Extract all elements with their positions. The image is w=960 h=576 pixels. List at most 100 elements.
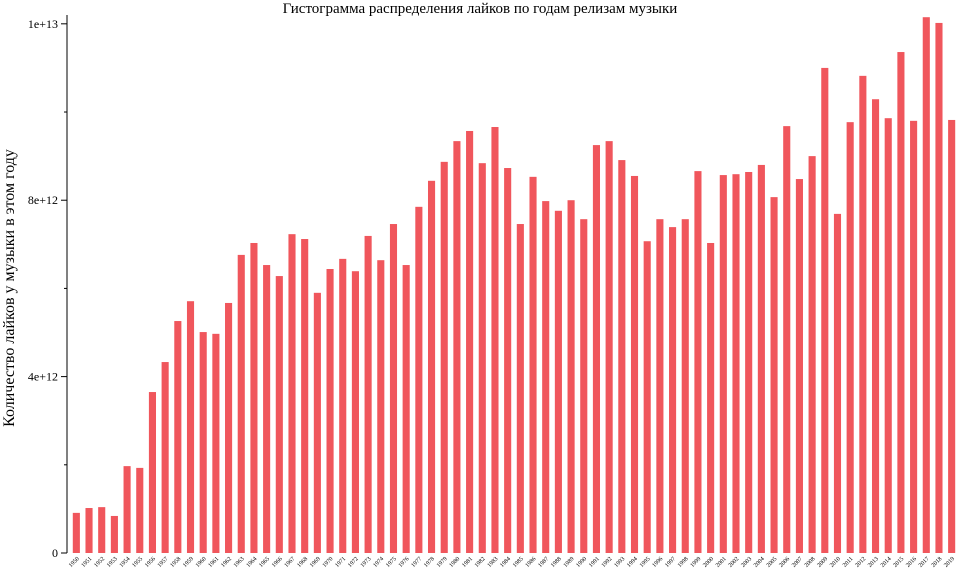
x-tick-label: 2015 — [893, 556, 906, 569]
x-tick-label: 2005 — [766, 556, 779, 569]
bar — [897, 52, 905, 553]
bar — [72, 512, 80, 553]
bar — [846, 122, 854, 553]
bar — [466, 130, 474, 553]
x-tick-label: 1956 — [144, 556, 157, 569]
bar — [263, 265, 271, 553]
x-tick-label: 1959 — [182, 556, 195, 569]
y-tick-label: 0 — [52, 546, 58, 560]
bar — [199, 332, 207, 553]
bar — [884, 118, 892, 554]
bar — [491, 127, 499, 554]
x-tick-label: 2009 — [816, 556, 829, 569]
bar — [85, 508, 93, 553]
bar — [592, 145, 601, 554]
x-tick-label: 1955 — [131, 556, 144, 569]
bar — [415, 206, 423, 553]
x-tick-label: 1982 — [474, 556, 487, 569]
bar — [656, 219, 664, 553]
x-tick-label: 2019 — [943, 556, 956, 569]
bar — [707, 242, 715, 553]
bar — [174, 321, 182, 553]
x-tick-label: 2008 — [804, 556, 817, 569]
bar — [795, 179, 803, 553]
bar — [225, 302, 233, 553]
bar — [453, 141, 461, 553]
x-tick-label: 2018 — [931, 556, 944, 569]
bar — [808, 156, 816, 554]
x-tick-label: 1981 — [461, 556, 474, 569]
x-tick-label: 1996 — [652, 556, 665, 569]
x-tick-label: 1957 — [157, 556, 170, 569]
x-tick-label: 1950 — [68, 556, 81, 569]
y-axis-label: Количество лайков у музыки в этом году — [1, 149, 18, 427]
x-tick-label: 1975 — [385, 556, 398, 569]
x-tick-label: 1994 — [626, 556, 639, 569]
x-tick-label: 1984 — [499, 556, 512, 569]
x-tick-label: 2010 — [829, 556, 842, 569]
bar — [364, 235, 372, 553]
bar — [110, 515, 118, 553]
x-tick-label: 2000 — [702, 556, 715, 569]
x-tick-label: 1986 — [525, 556, 538, 569]
bar — [732, 174, 740, 554]
x-tick-label: 1952 — [93, 556, 106, 569]
bar — [833, 213, 842, 553]
bar — [630, 175, 639, 553]
bar — [871, 99, 880, 553]
bar — [427, 180, 436, 554]
x-tick-label: 1976 — [398, 556, 411, 569]
bar — [745, 171, 753, 553]
x-tick-label: 1954 — [119, 556, 132, 569]
x-tick-label: 2006 — [778, 556, 791, 569]
bar — [821, 67, 829, 553]
y-tick-label: 8e+12 — [28, 193, 58, 207]
x-tick-label: 2003 — [740, 556, 753, 569]
x-tick-label: 1968 — [296, 556, 309, 569]
x-tick-label: 1995 — [639, 556, 652, 569]
bar — [910, 120, 918, 554]
x-tick-label: 1987 — [537, 556, 550, 569]
bar — [326, 269, 334, 553]
bar — [339, 258, 347, 553]
bar — [301, 239, 309, 554]
x-tick-label: 1972 — [347, 556, 360, 569]
x-tick-label: 2002 — [728, 556, 741, 569]
x-tick-label: 1991 — [588, 556, 601, 569]
bar — [250, 242, 258, 553]
x-tick-label: 1993 — [614, 556, 627, 569]
bar — [694, 171, 702, 553]
x-tick-label: 1971 — [334, 556, 347, 569]
bar — [136, 467, 144, 553]
bar — [948, 119, 956, 553]
x-tick-label: 1985 — [512, 556, 525, 569]
bar — [275, 276, 283, 553]
bar — [402, 265, 410, 553]
bar — [922, 17, 930, 554]
bar — [580, 219, 588, 553]
bar — [389, 224, 398, 553]
x-tick-label: 1969 — [309, 556, 322, 569]
x-tick-label: 2012 — [855, 556, 868, 569]
x-tick-label: 2007 — [791, 556, 804, 569]
x-tick-label: 1958 — [170, 556, 183, 569]
x-tick-label: 1974 — [372, 556, 385, 569]
x-tick-label: 1967 — [284, 556, 297, 569]
bar — [542, 201, 550, 553]
bar — [669, 227, 677, 554]
bar — [504, 168, 512, 554]
bar — [377, 260, 385, 553]
x-tick-label: 1965 — [258, 556, 271, 569]
x-tick-label: 1998 — [677, 556, 690, 569]
bar — [681, 219, 689, 553]
x-tick-label: 2013 — [867, 556, 880, 569]
x-tick-label: 1962 — [220, 556, 233, 569]
bar — [161, 362, 169, 553]
bar — [770, 197, 778, 554]
x-tick-label: 1960 — [195, 556, 208, 569]
bar — [351, 271, 359, 553]
bar — [783, 126, 791, 553]
x-tick-label: 2016 — [905, 556, 918, 569]
x-tick-label: 1951 — [81, 556, 94, 569]
